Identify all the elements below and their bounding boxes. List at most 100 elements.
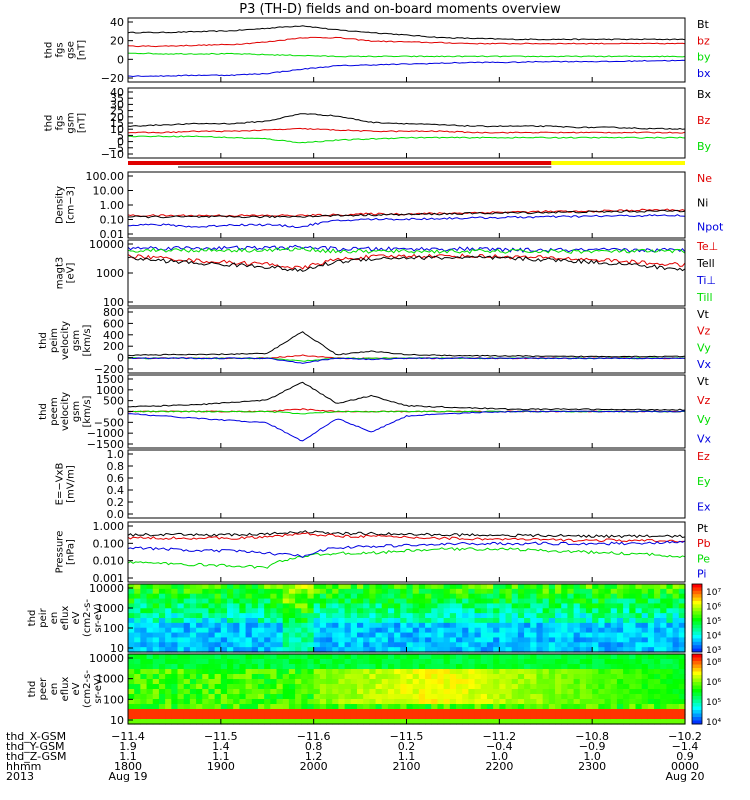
spectrogram-cell <box>654 689 661 695</box>
spectrogram-cell <box>171 637 179 643</box>
spectrogram-cell <box>301 669 309 675</box>
spectrogram-cell <box>189 674 197 680</box>
ephemeris-value: −1.4 <box>672 740 699 753</box>
spectrogram-cell <box>140 642 148 648</box>
spectrogram-cell <box>288 714 296 720</box>
spectrogram-cell <box>579 632 587 639</box>
spectrogram-cell <box>647 613 655 619</box>
spectrogram-cell <box>295 647 302 653</box>
spectrogram-cell <box>264 647 271 653</box>
spectrogram-cell <box>251 719 259 725</box>
spectrogram-cell <box>598 674 606 680</box>
spectrogram-cell <box>400 719 408 725</box>
spectrogram-cell <box>307 709 315 715</box>
spectrogram-cell <box>319 694 327 700</box>
spectrogram-cell <box>128 704 135 710</box>
spectrogram-cell <box>394 669 401 675</box>
ephemeris-value: 0000 <box>671 760 699 773</box>
spectrogram-cell <box>369 608 377 614</box>
spectrogram-cell <box>604 603 612 609</box>
spectrogram-cell <box>629 627 637 634</box>
spectrogram-cell <box>412 584 420 590</box>
spectrogram-cell <box>332 654 340 660</box>
spectrogram-cell <box>146 603 154 609</box>
spectrogram-cell <box>140 647 148 653</box>
spectrogram-cell <box>214 598 222 605</box>
spectrogram-cell <box>431 674 439 680</box>
spectrogram-cell <box>363 632 370 639</box>
spectrogram-cell <box>623 679 630 685</box>
spectrogram-cell <box>660 669 668 675</box>
y-tick-label: 100.00 <box>86 170 125 183</box>
panel-frame <box>127 521 686 583</box>
colorbar-tick-label: 10⁶ <box>706 678 721 688</box>
spectrogram-cell <box>406 714 414 720</box>
spectrogram-cell <box>493 659 500 665</box>
spectrogram-cell <box>189 684 197 690</box>
spectrogram-cell <box>363 603 370 609</box>
spectrogram-cell <box>208 637 216 643</box>
spectrogram-cell <box>189 669 197 675</box>
spectrogram-cell <box>660 654 668 660</box>
spectrogram-cell <box>338 654 346 660</box>
y-tick-label: 10000 <box>89 238 124 251</box>
spectrogram-cell <box>227 679 234 685</box>
spectrogram-cell <box>208 613 216 619</box>
spectrogram-cell <box>443 647 451 653</box>
spectrogram-cell <box>227 593 234 600</box>
spectrogram-cell <box>375 669 383 675</box>
y-tick-label: 600 <box>103 317 124 330</box>
spectrogram-cell <box>412 709 420 715</box>
spectrogram-cell <box>134 598 141 605</box>
spectrogram-cell <box>251 637 259 643</box>
spectrogram-cell <box>177 664 185 670</box>
spectrogram-cell <box>462 584 469 590</box>
spectrogram-cell <box>585 622 593 629</box>
spectrogram-cell <box>493 637 500 643</box>
spectrogram-cell <box>425 642 432 648</box>
spectrogram-cell <box>616 632 624 639</box>
spectrogram-cell <box>610 632 618 639</box>
spectrogram-cell <box>128 679 135 685</box>
spectrogram-cell <box>517 632 525 639</box>
spectrogram-cell <box>369 684 377 690</box>
spectrogram-cell <box>598 598 606 605</box>
legend-entry: Vz <box>697 394 711 407</box>
spectrogram-cell <box>350 588 358 595</box>
spectrogram-cell <box>152 689 160 695</box>
spectrogram-cell <box>623 689 630 695</box>
spectrogram-cell <box>251 684 259 690</box>
spectrogram-cell <box>171 593 179 600</box>
spectrogram-cell <box>326 637 333 643</box>
spectrogram-cell <box>165 622 172 629</box>
spectrogram-cell <box>270 664 278 670</box>
spectrogram-cell <box>239 679 247 685</box>
spectrogram-cell <box>480 689 488 695</box>
spectrogram-cell <box>326 674 333 680</box>
spectrogram-cell <box>183 669 191 675</box>
spectrogram-cell <box>227 674 234 680</box>
spectrogram-cell <box>517 622 525 629</box>
spectrogram-cell <box>319 664 327 670</box>
spectrogram-cell <box>239 632 247 639</box>
spectrogram-cell <box>208 627 216 634</box>
spectrogram-cell <box>400 632 408 639</box>
spectrogram-cell <box>264 584 271 590</box>
spectrogram-cell <box>227 598 234 605</box>
spectrogram-cell <box>474 709 482 715</box>
spectrogram-cell <box>134 699 141 705</box>
spectrogram-cell <box>579 593 587 600</box>
spectrogram-cell <box>214 689 222 695</box>
spectrogram-cell <box>437 593 445 600</box>
spectrogram-cell <box>616 593 624 600</box>
spectrogram-cell <box>165 584 172 590</box>
spectrogram-cell <box>183 618 191 624</box>
spectrogram-cell <box>245 659 253 665</box>
spectrogram-cell <box>208 618 216 624</box>
spectrogram-cell <box>301 674 309 680</box>
spectrogram-cell <box>245 593 253 600</box>
spectrogram-cell <box>295 714 302 720</box>
y-tick-label: 10 <box>110 714 124 727</box>
spectrogram-cell <box>276 654 284 660</box>
spectrogram-cell <box>548 704 556 710</box>
